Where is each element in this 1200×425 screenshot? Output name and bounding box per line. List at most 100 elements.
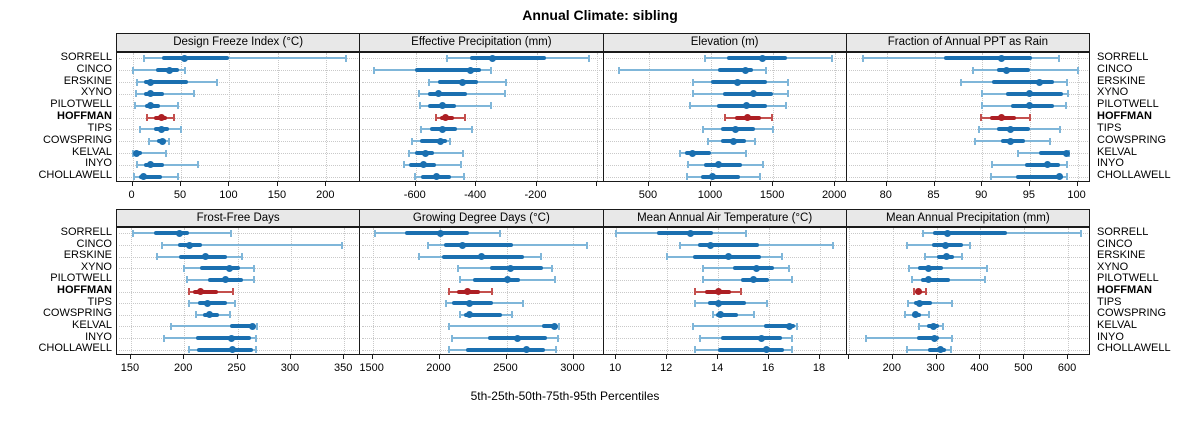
whisker-cap-95th	[558, 322, 561, 330]
site-label-left: PILOTWELL	[50, 272, 112, 285]
median-dot	[523, 346, 531, 354]
site-label-right: XYNO	[1097, 260, 1129, 273]
axis-tick	[847, 354, 849, 359]
whisker-cap-95th	[499, 229, 502, 237]
axis-tick-label: 350	[334, 362, 353, 374]
percentile-bar-25-75	[996, 68, 1030, 73]
whisker-cap-95th	[1080, 229, 1083, 237]
median-dot	[937, 346, 945, 354]
percentile-bar-25-75	[466, 347, 546, 352]
percentile-bar-25-75	[443, 243, 514, 247]
median-dot	[688, 149, 696, 157]
whisker-cap-95th	[950, 334, 953, 342]
median-dot	[514, 334, 522, 342]
whisker-cap-5th	[692, 78, 694, 86]
whisker-cap-5th	[131, 149, 134, 157]
whisker-cap-95th	[240, 253, 243, 261]
whisker-cap-5th	[694, 346, 697, 354]
axis-tick	[325, 181, 327, 186]
whisker-cap-95th	[796, 322, 799, 330]
whisker-cap-5th	[419, 102, 422, 110]
axis-tick-label: 2000	[821, 188, 847, 201]
median-dot	[436, 229, 444, 237]
grid-line-vertical	[372, 227, 374, 354]
site-label-right: TIPS	[1097, 295, 1122, 308]
whisker-cap-95th	[490, 288, 493, 295]
percentile-bar-25-75	[718, 347, 785, 352]
median-dot	[437, 137, 445, 145]
percentile-range-5-95	[692, 325, 797, 328]
whisker-cap-5th	[448, 288, 451, 295]
whisker-cap-95th	[252, 276, 255, 284]
axis-tick	[129, 354, 131, 359]
median-dot	[249, 322, 256, 330]
whisker-cap-5th	[146, 114, 148, 121]
whisker-cap-5th	[170, 322, 173, 330]
panel-plot	[359, 226, 604, 355]
whisker-cap-5th	[143, 54, 146, 62]
site-label-right: PILOTWELL	[1097, 272, 1159, 285]
whisker-cap-95th	[504, 90, 507, 98]
percentile-bar-25-75	[490, 266, 543, 271]
median-dot	[158, 125, 166, 133]
median-dot	[750, 276, 758, 284]
site-label-left: ERSKINE	[63, 249, 112, 262]
median-dot	[714, 299, 722, 307]
site-label-left: TIPS	[87, 121, 112, 134]
whisker-cap-5th	[924, 253, 927, 261]
whisker-cap-5th	[131, 66, 134, 74]
whisker-cap-95th	[1058, 54, 1061, 62]
whisker-cap-5th	[134, 102, 137, 110]
whisker-cap-5th	[459, 276, 462, 284]
site-label-left: COWSPRING	[42, 133, 112, 146]
whisker-cap-5th	[981, 102, 984, 110]
axis-tick	[1076, 181, 1078, 186]
whisker-cap-95th	[1066, 161, 1069, 169]
median-dot	[912, 311, 920, 319]
axis-tick	[834, 181, 836, 186]
median-dot	[147, 102, 155, 110]
site-label-left: SORRELL	[60, 225, 112, 238]
panel-strip: Elevation (m)	[602, 33, 847, 52]
grid-line-horizontal	[848, 129, 1088, 131]
percentile-bar-25-75	[715, 312, 739, 317]
median-dot	[717, 311, 725, 319]
grid-line-horizontal	[119, 314, 359, 316]
whisker-cap-95th	[759, 173, 761, 181]
percentile-bar-25-75	[198, 301, 227, 306]
panel-plot	[116, 51, 361, 182]
grid-line-horizontal	[119, 164, 359, 166]
median-dot	[147, 90, 155, 98]
grid-line-horizontal	[362, 141, 602, 143]
whisker-cap-5th	[703, 54, 706, 62]
whisker-cap-5th	[160, 241, 163, 249]
percentile-bar-25-75	[1039, 151, 1068, 155]
grid-line-horizontal	[362, 176, 602, 178]
panel-strip: Mean Annual Precipitation (mm)	[845, 208, 1090, 227]
site-label-right: HOFFMAN	[1097, 110, 1152, 122]
whisker-cap-95th	[254, 346, 257, 354]
whisker-cap-5th	[374, 229, 377, 237]
grid-line-vertical	[892, 227, 894, 354]
percentile-bar-25-75	[197, 347, 253, 352]
panel-strip: Frost-Free Days	[116, 208, 361, 227]
whisker-cap-95th	[772, 125, 775, 133]
percentile-range-5-95	[171, 325, 257, 328]
median-dot	[732, 125, 740, 133]
whisker-cap-5th	[194, 311, 197, 319]
grid-line-horizontal	[848, 303, 1088, 305]
grid-line-vertical	[648, 52, 650, 181]
panel-plot	[359, 51, 604, 182]
site-label-left: SORRELL	[60, 50, 112, 63]
whisker-cap-5th	[922, 229, 925, 237]
percentile-bar-25-75	[707, 301, 747, 306]
whisker-cap-5th	[694, 299, 697, 307]
whisker-cap-95th	[232, 288, 235, 295]
panel-plot	[602, 226, 847, 355]
whisker-cap-5th	[186, 276, 189, 284]
whisker-cap-5th	[865, 334, 868, 342]
median-dot	[944, 229, 952, 237]
whisker-cap-5th	[615, 229, 618, 237]
median-dot	[504, 276, 512, 284]
whisker-cap-5th	[444, 299, 447, 307]
